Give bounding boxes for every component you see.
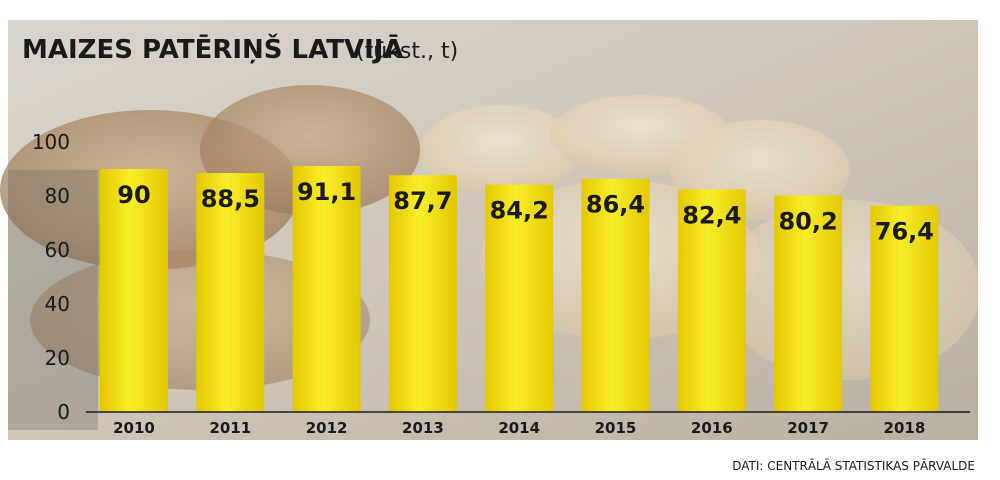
- bar: [292, 166, 361, 412]
- x-tick-label: 2011: [209, 419, 251, 437]
- y-tick-label: 100: [32, 130, 70, 154]
- bar: [485, 184, 554, 412]
- bar-value-label: 84,2: [490, 197, 549, 225]
- x-tick-label: 2010: [113, 419, 155, 437]
- x-tick-label: 2017: [787, 419, 829, 437]
- bar-value-label: 82,4: [682, 202, 741, 230]
- bar: [677, 189, 746, 412]
- bar: [388, 175, 457, 412]
- bar-value-label: 88,5: [201, 185, 260, 213]
- bar: [100, 169, 168, 412]
- y-tick-label: 40: [45, 292, 70, 316]
- bar: [196, 173, 265, 412]
- bar: [581, 178, 650, 412]
- x-tick-label: 2013: [402, 419, 444, 437]
- x-tick-label: 2018: [884, 419, 926, 437]
- bar-value-label: 86,4: [586, 191, 645, 219]
- bar-value-label: 90: [117, 181, 150, 209]
- x-axis-labels: 2010 2011 2012 2013 2014 2015 2016 2017 2018: [113, 419, 925, 437]
- chart-title-unit: (tūkst., t): [356, 39, 458, 64]
- bar-value-label: 76,4: [875, 218, 934, 246]
- x-tick-label: 2015: [595, 419, 637, 437]
- y-tick-label: 0: [57, 400, 70, 424]
- bar: [870, 205, 939, 412]
- bars: 90 88,5 91,1 87,7 84,2 86,4 82,4 80,2 76,4: [100, 166, 939, 412]
- source-note: DATI: CENTRĀLĀ STATISTIKAS PĀRVALDE: [732, 459, 975, 473]
- x-tick-label: 2014: [498, 419, 540, 437]
- y-tick-label: 60: [45, 238, 70, 262]
- chart-title: MAIZES PATĒRIŅŠ LATVIJĀ: [22, 33, 404, 65]
- bar-value-label: 91,1: [297, 178, 356, 206]
- y-axis: 0 20 40 60 80 100: [32, 130, 70, 424]
- bar-value-label: 80,2: [778, 207, 837, 235]
- x-tick-label: 2012: [306, 419, 348, 437]
- x-tick-label: 2016: [691, 419, 733, 437]
- y-tick-label: 20: [45, 346, 70, 370]
- bar: [774, 195, 843, 412]
- bar-value-label: 87,7: [393, 187, 452, 215]
- y-tick-label: 80: [45, 184, 70, 208]
